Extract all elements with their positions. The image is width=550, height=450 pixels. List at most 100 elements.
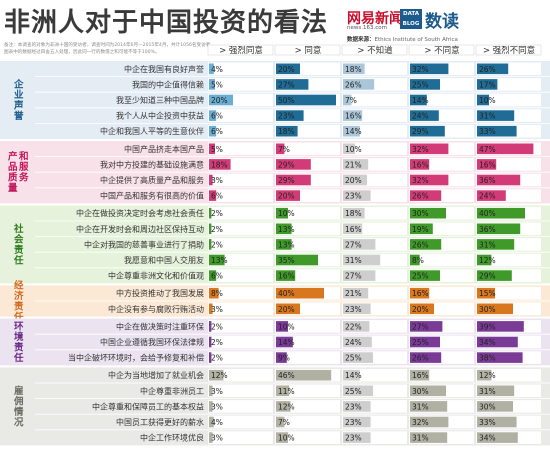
value-label: 30%	[479, 402, 496, 411]
data-bar	[276, 79, 309, 90]
data-bar	[343, 336, 372, 348]
value-label: 13%	[278, 240, 295, 249]
value-label: 17%	[479, 80, 496, 89]
value-label: 3%	[211, 402, 223, 411]
value-label: 26%	[412, 354, 429, 363]
data-bar	[410, 352, 442, 363]
value-label: 16%	[345, 112, 362, 121]
logo-wordmark: 网易新闻	[347, 11, 403, 27]
value-label: 33%	[479, 418, 496, 427]
cell-bg	[208, 302, 273, 316]
column-header-box	[341, 44, 408, 56]
value-label: 7%	[345, 96, 357, 105]
value-label: 2%	[211, 322, 223, 331]
data-bar	[477, 254, 492, 266]
data-bar	[209, 125, 217, 137]
value-label: 16%	[345, 225, 362, 234]
data-bar	[343, 303, 371, 315]
data-bar	[276, 125, 298, 137]
page-title: 非洲人对于中国投资的看法	[4, 8, 329, 38]
cell-bg	[208, 415, 273, 429]
value-label: 26%	[345, 80, 362, 89]
cell-bg	[208, 400, 273, 413]
footnote: 备注：本调查的对象为非洲十国的受访者，调查时间为2014年6月—2015年4月，…	[4, 42, 215, 56]
data-bar	[276, 336, 293, 348]
value-label: 25%	[412, 80, 429, 89]
value-label: 20%	[211, 96, 228, 105]
value-label: 12%	[479, 371, 496, 380]
cell-bg	[208, 142, 273, 156]
data-bar	[209, 321, 212, 332]
data-bar	[410, 125, 445, 137]
data-bar	[276, 303, 300, 315]
data-bar	[477, 159, 497, 170]
value-label: 14%	[412, 96, 429, 105]
data-bar	[343, 287, 369, 299]
data-bar	[410, 270, 440, 281]
value-label: 34%	[479, 338, 496, 347]
group-label: 社会责任	[13, 223, 24, 266]
data-bar	[410, 336, 440, 348]
value-label: 23%	[345, 402, 362, 411]
data-bar	[477, 321, 524, 332]
value-label: 19%	[412, 225, 429, 234]
column-header: > 不知道	[357, 45, 393, 56]
value-label: 7%	[278, 145, 290, 154]
data-bar	[209, 207, 212, 219]
value-label: 31%	[412, 434, 429, 443]
value-label: 4%	[211, 65, 223, 74]
data-bar	[343, 79, 375, 90]
value-label: 16%	[479, 160, 496, 169]
value-label: 18%	[278, 127, 295, 136]
row-label: 中企在做投资决定时会考虑社会责任	[76, 208, 204, 218]
data-bar	[477, 336, 518, 348]
data-bar	[343, 385, 373, 397]
value-label: 2%	[211, 354, 223, 363]
data-bar	[477, 207, 525, 219]
value-label: 15%	[479, 289, 496, 298]
value-label: 6%	[211, 127, 223, 136]
data-bar	[276, 369, 332, 381]
data-bar	[209, 239, 212, 250]
row-label: 中国产品和服务有很高的价值	[100, 191, 204, 201]
data-bar	[410, 321, 443, 332]
cell-bg	[208, 286, 273, 300]
row-label: 中企工作环境优良	[140, 433, 204, 443]
column-header: > 强烈不同意	[483, 45, 535, 56]
data-bar	[343, 321, 370, 332]
row-label: 我至少知道三种中国品牌	[116, 95, 204, 105]
value-label: 32%	[412, 65, 429, 74]
value-label: 14%	[278, 338, 295, 347]
value-label: 9%	[278, 354, 290, 363]
value-label: 27%	[412, 322, 429, 331]
row-label: 中企尊重非洲员工	[140, 386, 204, 396]
column-header-box	[207, 44, 274, 56]
value-label: 20%	[345, 176, 362, 185]
row-label: 中企在做决策时注重环保	[116, 321, 204, 331]
cell-bg	[275, 400, 340, 413]
value-label: 29%	[479, 272, 496, 281]
cell-bg	[208, 206, 273, 220]
value-label: 21%	[345, 289, 362, 298]
data-bar	[209, 143, 215, 155]
data-bar	[410, 223, 433, 235]
value-label: 8%	[412, 256, 424, 265]
group-label: 环境责任	[13, 321, 24, 364]
value-label: 10%	[345, 145, 362, 154]
source-line: 数据来源：Ethics Institute of South Africa	[347, 35, 458, 43]
cell-bg	[208, 384, 273, 398]
value-label: 20%	[278, 192, 295, 201]
data-bar	[477, 303, 513, 315]
value-label: 23%	[278, 112, 295, 121]
row-label: 中企没有参与腐败行贿活动	[108, 304, 204, 314]
data-bar	[410, 287, 430, 299]
data-bar	[410, 207, 446, 219]
value-label: 16%	[412, 289, 429, 298]
value-label: 50%	[278, 96, 295, 105]
data-bar	[477, 63, 509, 75]
value-label: 3%	[211, 387, 223, 396]
group-label: 企业声誉	[13, 78, 24, 122]
data-bar	[276, 159, 311, 170]
value-label: 32%	[412, 145, 429, 154]
value-label: 27%	[345, 272, 362, 281]
